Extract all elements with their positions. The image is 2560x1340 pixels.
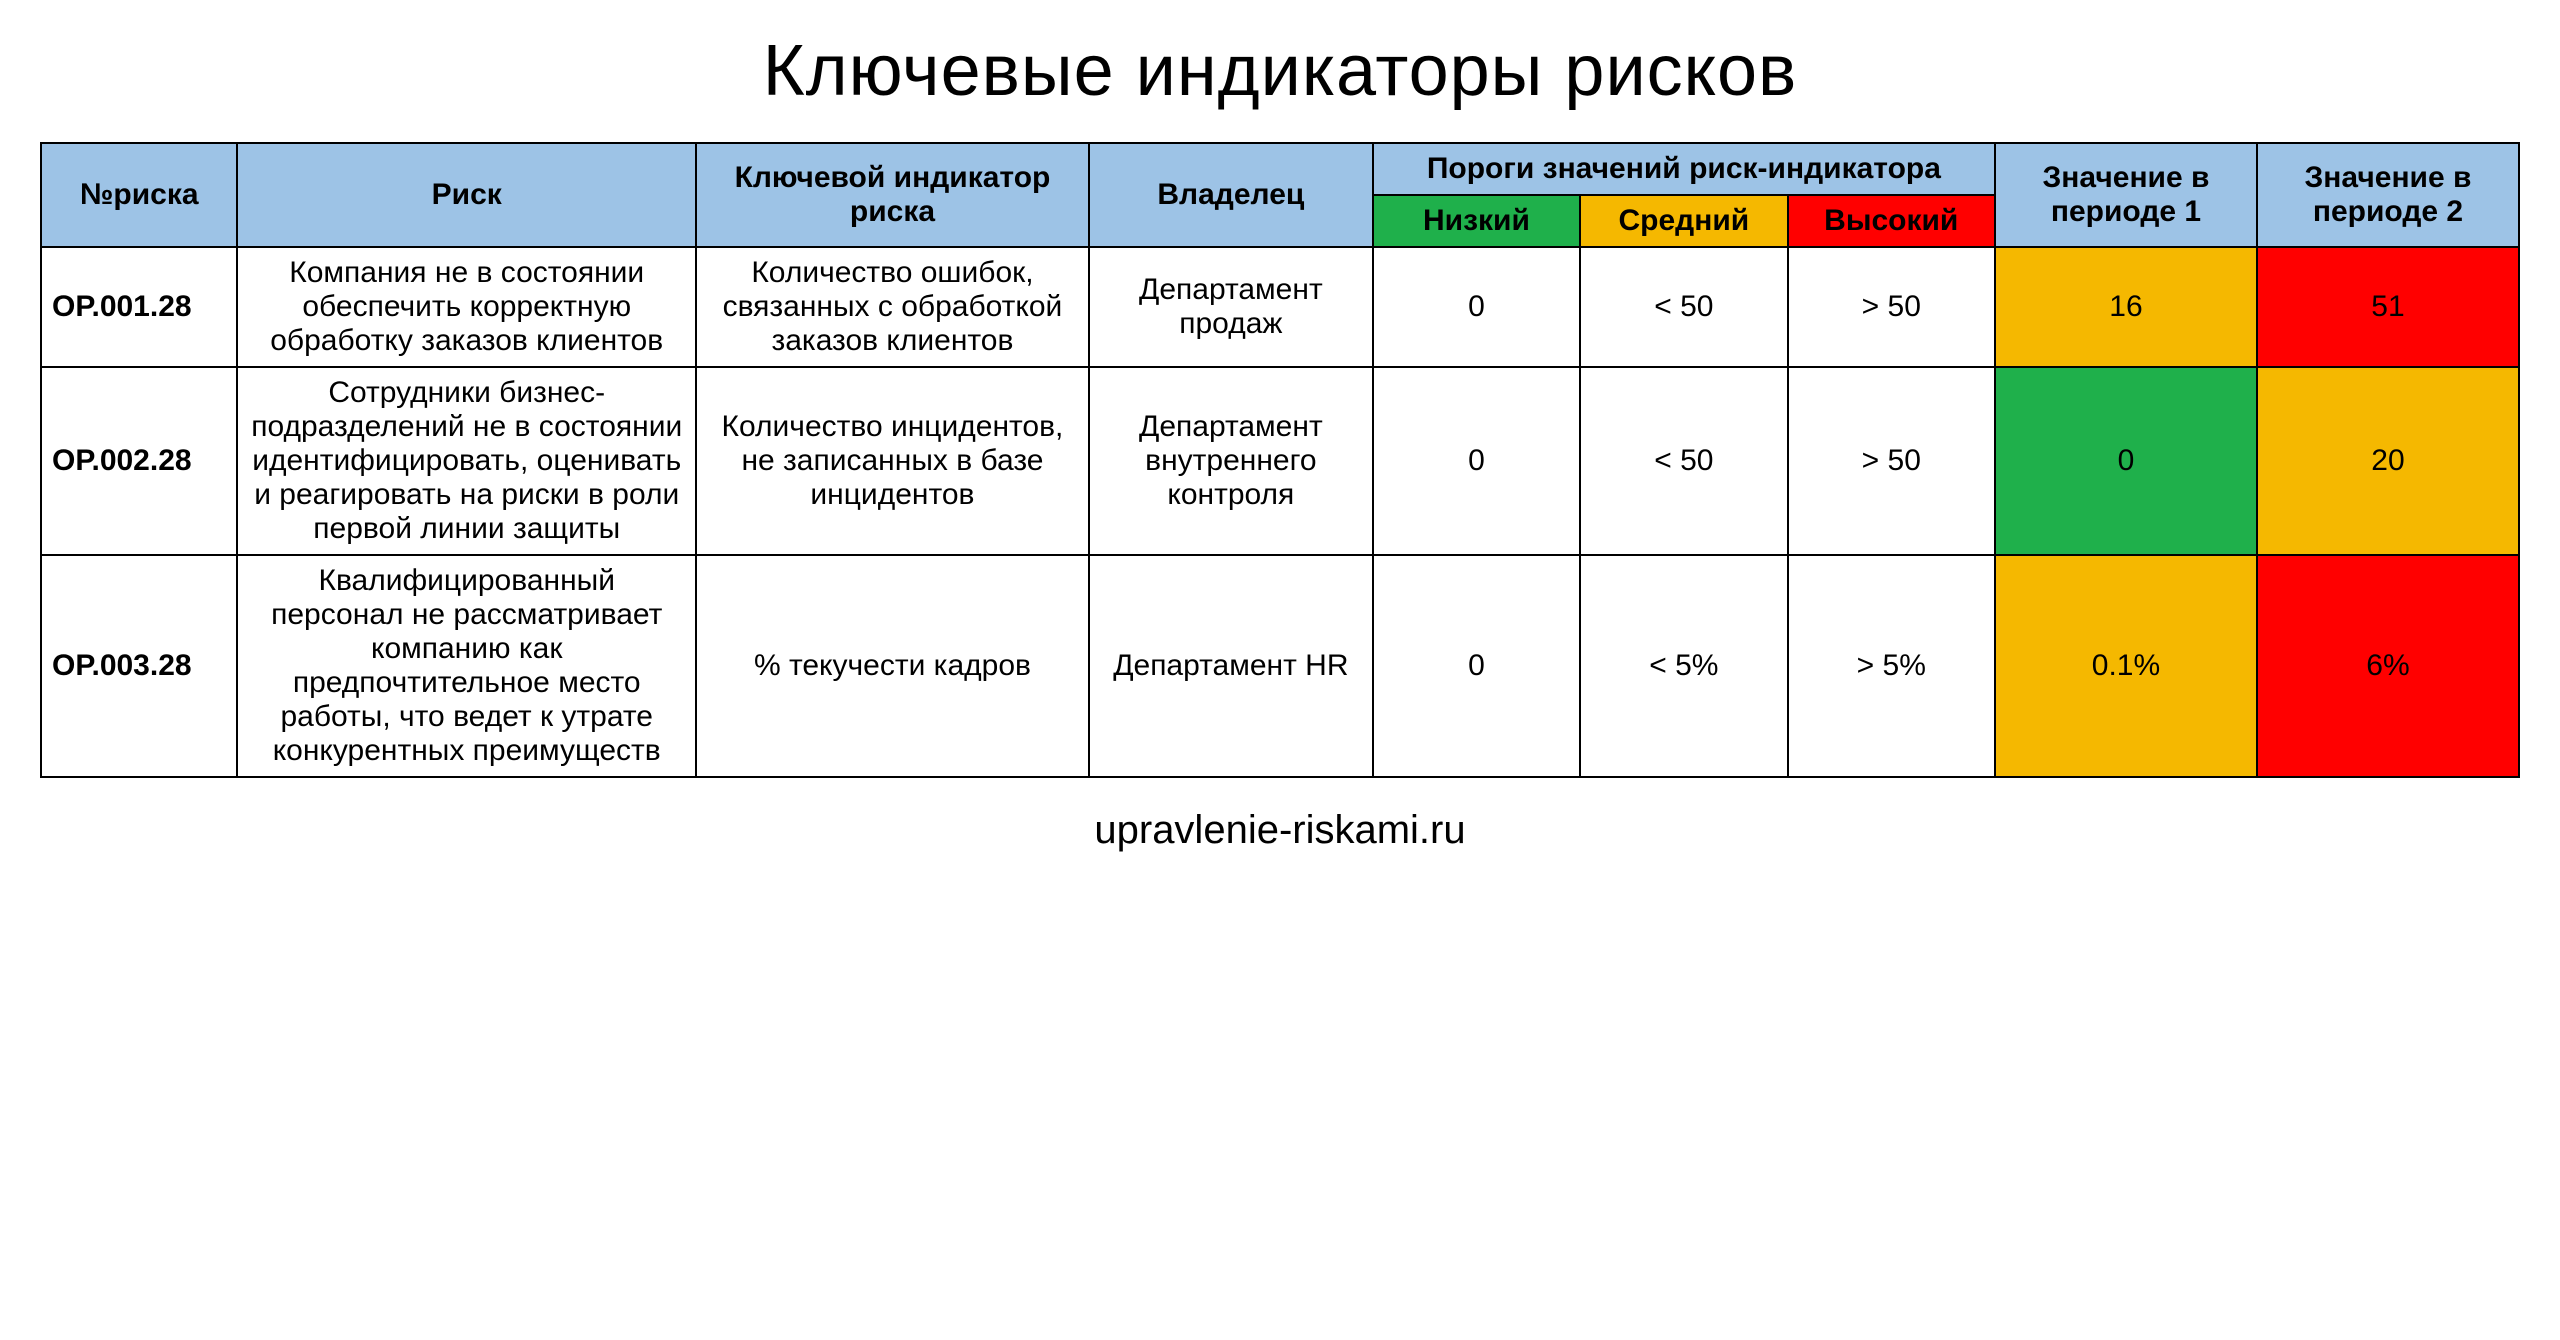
table-row: OP.001.28Компания не в состоянии обеспеч… (41, 247, 2519, 367)
col-high: Высокий (1788, 195, 1995, 247)
cell-indicator: Количество инцидентов, не записанных в б… (696, 367, 1089, 555)
cell-owner: Департамент внутреннего контроля (1089, 367, 1373, 555)
cell-medium: < 5% (1580, 555, 1787, 777)
cell-medium: < 50 (1580, 367, 1787, 555)
cell-risk: Квалифицированный персонал не рассматрив… (237, 555, 695, 777)
cell-medium: < 50 (1580, 247, 1787, 367)
cell-owner: Департамент HR (1089, 555, 1373, 777)
cell-period1: 16 (1995, 247, 2257, 367)
cell-low: 0 (1373, 247, 1580, 367)
cell-indicator: Количество ошибок, связанных с обработко… (696, 247, 1089, 367)
table-row: OP.002.28Сотрудники бизнес-подразделений… (41, 367, 2519, 555)
col-thresholds-group: Пороги значений риск-индикатора (1373, 143, 1995, 195)
cell-high: > 5% (1788, 555, 1995, 777)
cell-id: OP.002.28 (41, 367, 237, 555)
table-header: №риска Риск Ключевой индикатор риска Вла… (41, 143, 2519, 247)
cell-risk: Компания не в состоянии обеспечить корре… (237, 247, 695, 367)
cell-low: 0 (1373, 367, 1580, 555)
col-period1: Значение в периоде 1 (1995, 143, 2257, 247)
cell-low: 0 (1373, 555, 1580, 777)
cell-period1: 0 (1995, 367, 2257, 555)
page-title: Ключевые индикаторы рисков (763, 30, 1798, 112)
table-body: OP.001.28Компания не в состоянии обеспеч… (41, 247, 2519, 777)
cell-high: > 50 (1788, 367, 1995, 555)
cell-owner: Департамент продаж (1089, 247, 1373, 367)
table-row: OP.003.28Квалифицированный персонал не р… (41, 555, 2519, 777)
cell-id: OP.001.28 (41, 247, 237, 367)
col-medium: Средний (1580, 195, 1787, 247)
kri-table: №риска Риск Ключевой индикатор риска Вла… (40, 142, 2520, 778)
cell-period1: 0.1% (1995, 555, 2257, 777)
cell-high: > 50 (1788, 247, 1995, 367)
cell-id: OP.003.28 (41, 555, 237, 777)
col-period2: Значение в периоде 2 (2257, 143, 2519, 247)
cell-period2: 51 (2257, 247, 2519, 367)
page: Ключевые индикаторы рисков №риска Риск К… (0, 0, 2560, 1340)
cell-risk: Сотрудники бизнес-подразделений не в сос… (237, 367, 695, 555)
cell-period2: 20 (2257, 367, 2519, 555)
col-id: №риска (41, 143, 237, 247)
col-low: Низкий (1373, 195, 1580, 247)
col-risk: Риск (237, 143, 695, 247)
col-owner: Владелец (1089, 143, 1373, 247)
cell-indicator: % текучести кадров (696, 555, 1089, 777)
cell-period2: 6% (2257, 555, 2519, 777)
col-indicator: Ключевой индикатор риска (696, 143, 1089, 247)
footer-text: upravlenie-riskami.ru (1094, 808, 1465, 853)
